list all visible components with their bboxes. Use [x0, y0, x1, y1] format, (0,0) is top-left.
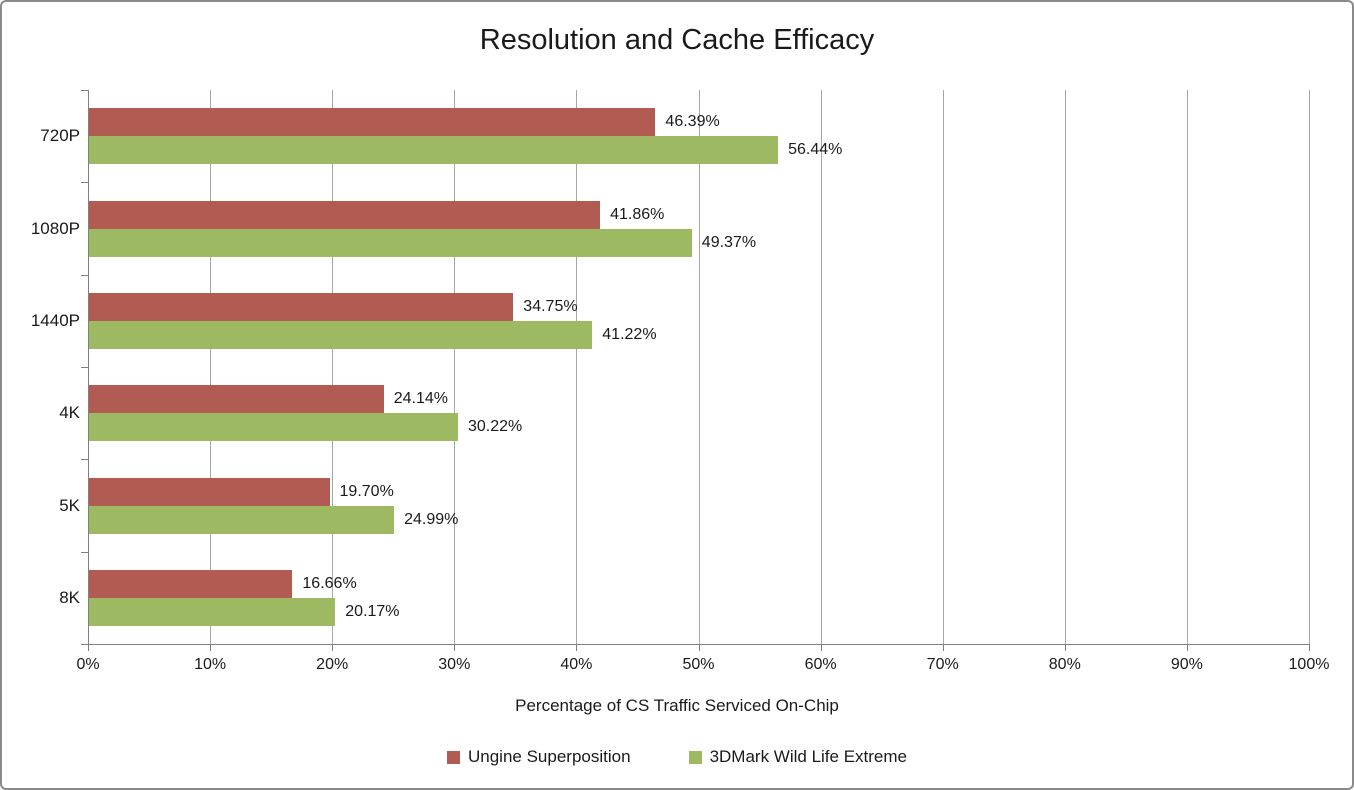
- x-axis-tick: [88, 644, 89, 651]
- gridline: [454, 90, 456, 644]
- bar-value-label: 24.99%: [404, 510, 459, 528]
- x-tick-label: 90%: [1170, 656, 1203, 673]
- legend: Ungine Superposition 3DMark Wild Life Ex…: [2, 747, 1352, 767]
- x-axis-tick: [1309, 644, 1310, 651]
- x-tick-label: 100%: [1288, 656, 1330, 673]
- x-axis-tick: [820, 644, 822, 651]
- bar-5k-3dmark: [89, 505, 395, 534]
- gridline: [210, 90, 212, 644]
- bar-720p-ungine: [89, 108, 656, 137]
- x-axis-tick: [1186, 644, 1188, 651]
- bar-1440p-ungine: [89, 292, 514, 321]
- bar-720p-3dmark: [89, 136, 779, 165]
- bar-value-label: 19.70%: [339, 482, 394, 500]
- x-tick-label: 70%: [926, 656, 959, 673]
- bar-value-label: 30.22%: [467, 418, 523, 436]
- category-label: 720P: [40, 126, 80, 146]
- category-label: 4K: [59, 403, 80, 423]
- bar-value-label: 20.17%: [345, 602, 400, 620]
- x-axis-tick: [1064, 644, 1066, 651]
- y-axis-tick: [81, 459, 88, 461]
- bar-8k-3dmark: [89, 597, 336, 626]
- bar-value-label: 49.37%: [701, 233, 757, 251]
- gridline: [1186, 90, 1188, 644]
- x-tick-label: 20%: [316, 656, 349, 673]
- y-axis-tick: [81, 274, 88, 276]
- bar-value-label: 16.66%: [302, 574, 357, 592]
- legend-swatch-red: [447, 750, 460, 764]
- bar-4k-3dmark: [89, 413, 458, 442]
- category-label: 1080P: [30, 218, 80, 238]
- y-axis-tick: [81, 90, 88, 91]
- y-axis-tick: [81, 367, 88, 368]
- legend-label: Ungine Superposition: [468, 747, 631, 766]
- x-axis-tick: [698, 644, 700, 651]
- legend-label: 3DMark Wild Life Extreme: [709, 747, 907, 766]
- legend-item-ungine-superposition: Ungine Superposition: [447, 747, 631, 767]
- bar-1080p-ungine: [89, 200, 601, 229]
- bar-1440p-3dmark: [89, 320, 593, 349]
- category-label: 1440P: [30, 310, 80, 330]
- category-label: 5K: [59, 495, 80, 515]
- x-tick-label: 30%: [438, 656, 471, 673]
- y-axis-line: [88, 90, 89, 645]
- bar-4k-ungine: [89, 385, 384, 414]
- y-axis-tick: [81, 551, 88, 553]
- gridline: [332, 90, 334, 644]
- chart-title: Resolution and Cache Efficacy: [479, 24, 875, 56]
- x-tick-label: 50%: [682, 656, 715, 673]
- bar-5k-ungine: [89, 477, 330, 506]
- gridline: [1064, 90, 1066, 644]
- bar-value-label: 34.75%: [523, 297, 578, 315]
- x-axis-tick: [332, 644, 334, 651]
- gridline: [698, 90, 700, 644]
- x-axis-tick: [210, 644, 212, 651]
- legend-swatch-green: [688, 750, 702, 764]
- gridline: [1309, 90, 1310, 644]
- bar-8k-ungine: [89, 569, 293, 598]
- bar-value-label: 46.39%: [665, 113, 720, 131]
- x-tick-label: 40%: [560, 656, 593, 673]
- x-tick-label: 80%: [1048, 656, 1081, 673]
- x-tick-label: 60%: [804, 656, 837, 673]
- gridline: [820, 90, 822, 644]
- bar-value-label: 41.86%: [610, 205, 665, 223]
- bar-value-label: 56.44%: [788, 141, 843, 159]
- gridline: [942, 90, 944, 644]
- legend-item-3dmark-wild-life-extreme: 3DMark Wild Life Extreme: [688, 747, 907, 767]
- category-label: 8K: [59, 587, 80, 607]
- x-axis-tick: [454, 644, 456, 651]
- x-tick-label: 10%: [194, 656, 227, 673]
- y-axis-tick: [81, 182, 88, 184]
- bar-value-label: 24.14%: [393, 390, 448, 408]
- bar-1080p-3dmark: [89, 228, 692, 257]
- gridline: [576, 90, 578, 644]
- x-axis-tick: [942, 644, 944, 651]
- x-tick-label: 0%: [76, 656, 100, 673]
- y-axis-tick: [81, 644, 88, 645]
- bar-value-label: 41.22%: [602, 325, 657, 343]
- x-axis-tick: [576, 644, 578, 651]
- x-axis-title: Percentage of CS Traffic Serviced On-Chi…: [515, 696, 839, 715]
